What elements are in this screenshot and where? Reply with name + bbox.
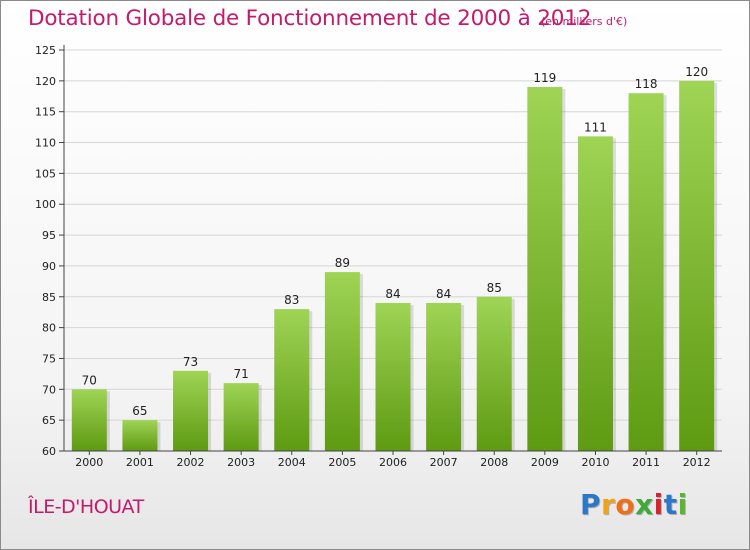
y-tick-label: 75 [42,352,56,365]
x-tick-label: 2001 [126,456,154,469]
x-tick-label: 2010 [581,456,609,469]
bar-value-label: 89 [335,256,350,270]
bar [173,370,209,451]
x-tick-label: 2004 [278,456,306,469]
x-tick-label: 2012 [683,456,711,469]
x-tick-label: 2002 [177,456,205,469]
y-tick-label: 100 [35,198,56,211]
bar-value-label: 84 [436,287,451,301]
bar-value-label: 70 [82,373,97,387]
bar-value-label: 85 [487,281,502,295]
y-tick-label: 110 [35,137,56,150]
x-tick-label: 2000 [75,456,103,469]
bar-value-label: 118 [635,77,658,91]
chart-title: Dotation Globale de Fonctionnement de 20… [28,6,592,31]
bar [71,389,107,451]
x-tick-label: 2007 [430,456,458,469]
y-tick-label: 115 [35,106,56,119]
bar [223,383,259,451]
bar-value-label: 73 [183,355,198,369]
bar [375,302,411,451]
bar-value-label: 65 [132,404,147,418]
y-tick-label: 85 [42,291,56,304]
x-tick-label: 2006 [379,456,407,469]
logo-letter: r [601,488,616,521]
logo-letter: i [653,488,664,521]
bar [324,272,360,451]
y-tick-label: 60 [42,445,56,458]
bar [628,93,664,451]
bar [679,80,715,451]
logo-letter: o [615,488,636,521]
bar [426,302,462,451]
bar [122,420,158,451]
bar-value-label: 71 [234,367,249,381]
bar [274,309,310,451]
y-tick-label: 125 [35,44,56,57]
logo-letter: i [677,488,688,521]
y-tick-label: 90 [42,260,56,273]
bar-value-label: 119 [533,71,556,85]
chart-unit: (en milliers d'€) [541,15,628,28]
y-tick-label: 120 [35,75,56,88]
bar-value-label: 120 [685,65,708,79]
bar-value-label: 84 [385,287,400,301]
logo-letter: x [635,488,654,521]
x-tick-label: 2009 [531,456,559,469]
bar [476,296,512,451]
logo-letter: P [580,488,602,521]
y-tick-label: 65 [42,414,56,427]
x-tick-label: 2003 [227,456,255,469]
x-tick-label: 2008 [480,456,508,469]
x-tick-label: 2011 [632,456,660,469]
y-tick-label: 95 [42,229,56,242]
y-tick-label: 105 [35,167,56,180]
y-tick-label: 80 [42,322,56,335]
logo-letter: t [663,488,678,521]
bar [527,87,563,451]
proxiti-logo: Proxiti [580,488,688,521]
y-tick-label: 70 [42,383,56,396]
x-tick-label: 2005 [328,456,356,469]
bar-value-label: 83 [284,293,299,307]
commune-name: ÎLE-D'HOUAT [28,496,144,518]
bar-value-label: 111 [584,120,607,134]
bar [577,136,613,451]
